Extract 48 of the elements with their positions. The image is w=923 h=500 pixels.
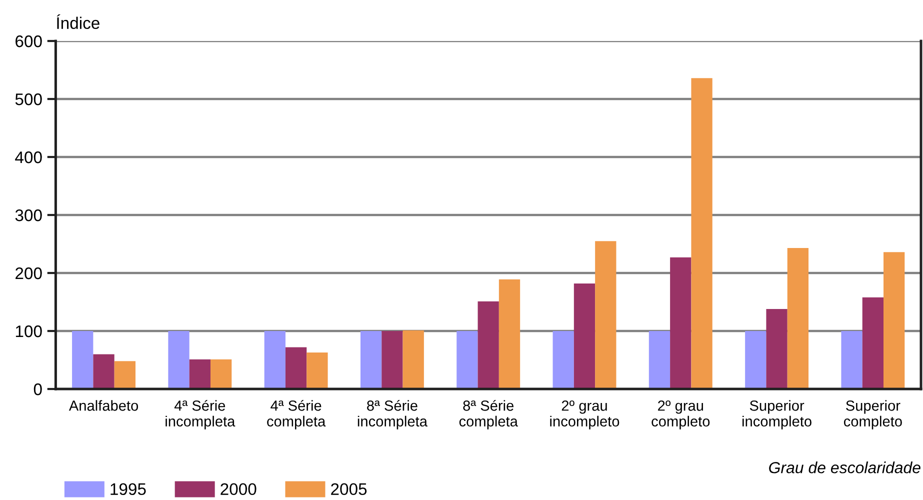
bar <box>787 248 809 389</box>
bar <box>841 331 862 389</box>
bar <box>114 361 136 389</box>
x-tick-label: 2º grau incompleto <box>550 400 620 430</box>
bar <box>745 331 766 389</box>
x-tick-label: 2º grau completo <box>652 400 710 430</box>
bar <box>285 347 307 389</box>
bar <box>552 331 574 389</box>
bar <box>478 301 499 389</box>
x-tick-label: 8ª Série completa <box>459 400 518 430</box>
bar <box>382 331 403 389</box>
bar <box>360 331 382 389</box>
bar <box>402 330 424 389</box>
bar <box>168 331 190 389</box>
bar <box>210 359 232 389</box>
x-tick-label: Superior incompleto <box>742 400 812 430</box>
bar <box>595 241 616 389</box>
x-axis-title: Grau de escolaridade <box>769 462 920 474</box>
y-tick-label: 0 <box>34 383 42 396</box>
bar <box>264 331 286 389</box>
bar <box>670 257 692 389</box>
bar <box>306 352 328 389</box>
bar <box>862 297 884 389</box>
x-tick-label: Analfabeto <box>68 400 138 411</box>
legend-label: 1995 <box>110 483 146 496</box>
bar <box>648 331 670 389</box>
y-tick-label: 100 <box>16 325 42 338</box>
bar <box>574 283 596 389</box>
x-tick-label: 4ª Série incompleta <box>166 400 236 430</box>
y-tick-label: 500 <box>15 93 42 106</box>
y-tick-label: 400 <box>15 151 42 164</box>
bar <box>691 78 712 389</box>
bar <box>93 354 114 389</box>
y-axis-title: Índice <box>56 14 100 30</box>
x-tick-label: 8ª Série incompleta <box>358 400 428 430</box>
bar <box>189 359 210 389</box>
x-tick-label: 4ª Série completa <box>267 400 326 430</box>
legend-label: 2000 <box>220 483 256 496</box>
y-tick-label: 300 <box>15 209 42 222</box>
y-tick-label: 200 <box>16 267 42 280</box>
bar <box>72 331 94 389</box>
bar <box>766 308 788 389</box>
y-tick-label: 600 <box>16 35 42 48</box>
legend-label: 2005 <box>331 483 367 496</box>
bar <box>456 331 478 389</box>
x-tick-label: Superior completo <box>844 400 902 430</box>
bar <box>498 279 520 389</box>
bar <box>884 252 905 389</box>
